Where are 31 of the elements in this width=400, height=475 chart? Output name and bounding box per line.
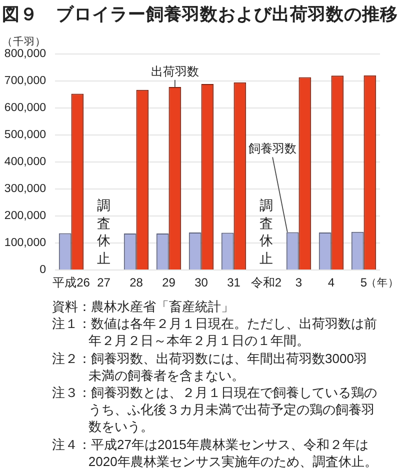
y-tick-label: 200,000 [4,210,46,222]
x-tick-label: 4 [328,276,335,290]
x-tick-label: 27 [97,276,111,290]
y-tick-label: 700,000 [4,75,46,88]
x-tick-label: 令和2 [250,276,282,290]
y-tick-label: 300,000 [4,183,46,196]
text: 注２：飼養羽数、出荷羽数には、年間出荷羽数3000羽未満の飼養者を含まない。 [52,350,368,384]
annotation: 調査休止 [97,198,111,268]
x-tick-label: 平成26 [52,276,90,290]
text: 注４：平成27年は2015年農林業センサス、令和２年は2020年農林業センサス実施年のため、調査休止。 [52,436,378,470]
text: 注１：数値は各年２月１日現在。ただし、出荷羽数は前年２月２日～本年２月１日の１年間。 [52,315,378,350]
y-tick-label: 600,000 [4,102,46,114]
x-tick-label: 30 [194,276,208,290]
series-label: 出荷羽数 [150,64,199,78]
y-axis-title: （千羽） [2,34,46,48]
y-tick-label: 100,000 [4,237,46,250]
annotation: 調査休止 [260,198,274,268]
x-axis-title: （年） [366,276,399,289]
chart-title: 図９ ブロイラー飼養羽数および出荷羽数の推移 [2,4,398,27]
y-tick-label: 400,000 [4,156,46,168]
text: 資料：農林水産省「畜産統計」 [52,298,235,316]
y-tick-label: 500,000 [4,129,46,142]
y-tick-label: 0 [40,264,46,276]
x-tick-label: 5 [360,276,368,290]
x-tick-label: 31 [227,276,241,290]
x-tick-label: 28 [130,276,144,290]
y-tick-label: 800,000 [4,48,46,60]
text: 飼養羽数 [248,142,297,156]
x-tick-label: 29 [162,276,176,290]
text: 注３：飼養羽数とは、２月１日現在で飼養している鶏のうち、ふ化後３カ月未満で出荷予定の鶏の飼養羽数をいう。 [52,384,378,436]
x-tick-label: 3 [295,276,302,290]
